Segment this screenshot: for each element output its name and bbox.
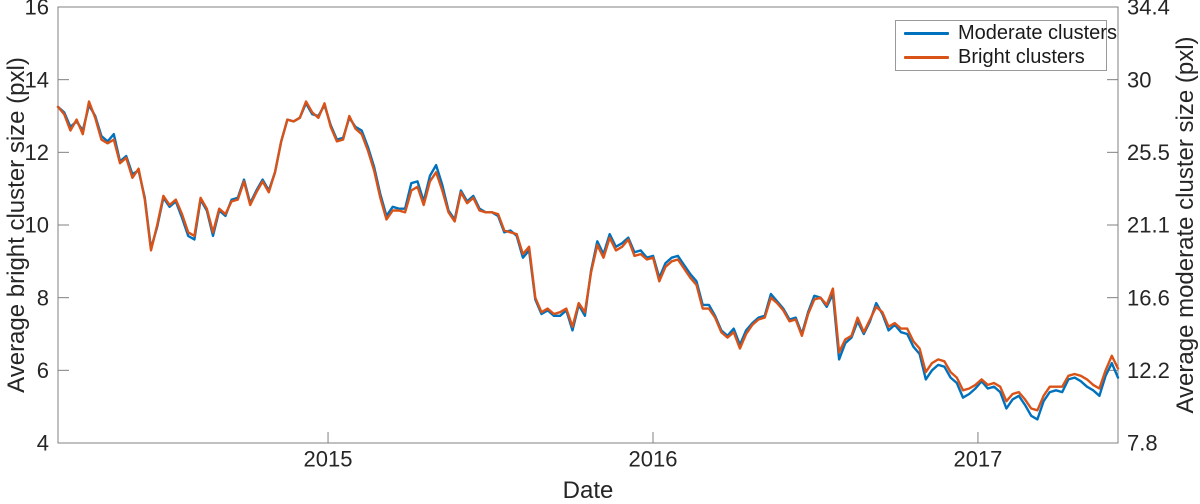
y-left-tick-label: 4 (37, 431, 49, 456)
axes-box (57, 6, 1119, 444)
y-right-tick-label: 12.2 (1127, 358, 1170, 383)
y-left-tick-label: 14 (25, 67, 49, 92)
legend: Moderate clusters Bright clusters (895, 20, 1117, 71)
legend-label: Bright clusters (958, 46, 1085, 68)
series-line-bright-clusters (56, 100, 1120, 412)
y-left-tick-label: 12 (25, 140, 49, 165)
y-right-tick-label: 30 (1127, 67, 1151, 92)
legend-entry-moderate: Moderate clusters (904, 22, 1117, 45)
y-left-tick-label: 16 (25, 0, 49, 20)
x-tick-label: 2015 (304, 447, 353, 472)
y-left-tick-label: 10 (25, 213, 49, 238)
y-left-tick-label: 6 (37, 358, 49, 383)
y-right-tick-label: 7.8 (1127, 431, 1158, 456)
y-right-tick-label: 25.5 (1127, 140, 1170, 165)
legend-line-sample-moderate (904, 32, 949, 35)
series-line-moderate-clusters (56, 102, 1120, 421)
y-axis-label-right: Average moderate cluster size (pxl) (1172, 36, 1199, 414)
legend-line-sample-bright (904, 56, 949, 59)
legend-entry-bright: Bright clusters (904, 46, 1106, 69)
y-right-tick-label: 16.6 (1127, 285, 1170, 310)
x-tick-label: 2017 (953, 447, 1002, 472)
x-tick-label: 2016 (629, 447, 678, 472)
y-axis-label-left: Average bright cluster size (pxl) (3, 57, 30, 393)
legend-label: Moderate clusters (958, 22, 1117, 44)
y-left-tick-label: 8 (37, 285, 49, 310)
y-right-tick-label: 34.4 (1127, 0, 1170, 20)
y-right-tick-label: 21.1 (1127, 213, 1170, 238)
x-axis-label: Date (562, 477, 614, 504)
